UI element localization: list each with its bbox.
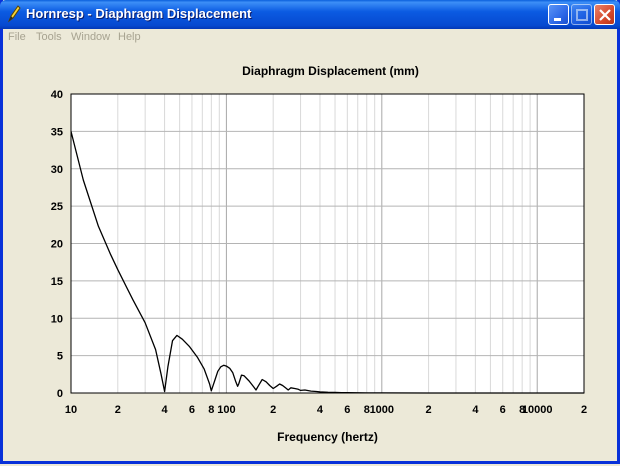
y-tick-label: 0 <box>57 388 63 400</box>
menu-window[interactable]: Window <box>71 31 111 43</box>
chart-area: 0 5 10 15 20 25 30 35 40 10 2 4 6 8 100 2 4 6 8 1000 2 4 6 8 100… <box>3 48 617 461</box>
menu-help[interactable]: Help <box>118 31 141 43</box>
x-tick-label: 8 <box>364 404 370 416</box>
x-tick-label: 6 <box>189 404 195 416</box>
x-tick-label: 1000 <box>370 404 394 416</box>
close-icon <box>599 9 611 21</box>
x-tick-label: 6 <box>344 404 350 416</box>
y-tick-label: 5 <box>57 351 63 363</box>
y-tick-label: 40 <box>51 89 63 101</box>
x-tick-label: 2 <box>426 404 432 416</box>
y-tick-label: 30 <box>51 164 63 176</box>
maximize-button <box>571 4 592 25</box>
minimize-button[interactable] <box>548 4 569 25</box>
menu-tools[interactable]: Tools <box>36 31 62 43</box>
x-tick-label: 2 <box>115 404 121 416</box>
x-tick-label: 8 <box>208 404 214 416</box>
plot-frame <box>70 93 585 394</box>
x-axis-label: Frequency (hertz) <box>277 430 378 444</box>
y-tick-label: 10 <box>51 313 63 325</box>
chart-title: Diaphragm Displacement (mm) <box>242 64 419 78</box>
menu-file[interactable]: File <box>8 31 26 43</box>
x-tick-label: 4 <box>472 404 479 416</box>
maximize-icon <box>576 9 588 21</box>
y-tick-label: 25 <box>51 201 63 213</box>
displacement-series-line <box>70 131 584 394</box>
x-tick-label: 4 <box>162 404 169 416</box>
x-tick-label: 2 <box>270 404 276 416</box>
pencil-icon <box>7 5 21 23</box>
x-tick-label: 2 <box>581 404 587 416</box>
x-tick-label: 6 <box>500 404 506 416</box>
y-tick-label: 20 <box>51 239 63 251</box>
window-title: Hornresp - Diaphragm Displacement <box>26 6 252 21</box>
y-tick-label: 15 <box>51 276 63 288</box>
menu-bar: File Tools Window Help <box>3 29 617 47</box>
x-tick-label: 10 <box>65 404 77 416</box>
minimize-icon <box>554 18 561 21</box>
x-tick-label: 10000 <box>522 404 553 416</box>
x-tick-label: 4 <box>317 404 324 416</box>
y-tick-label: 35 <box>51 126 63 138</box>
close-button[interactable] <box>594 4 615 25</box>
x-tick-label: 100 <box>217 404 235 416</box>
x-tick-label: 8 <box>519 404 525 416</box>
title-bar[interactable]: Hornresp - Diaphragm Displacement <box>0 0 620 29</box>
